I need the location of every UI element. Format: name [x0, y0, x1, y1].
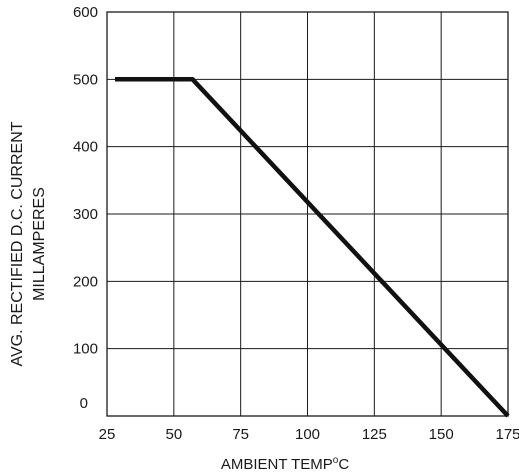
x-tick-label: 175 — [495, 426, 519, 443]
y-tick-label: 400 — [73, 139, 98, 156]
y-tick-label: 600 — [73, 4, 98, 21]
y-tick-label: 200 — [73, 273, 98, 290]
x-axis-title-unit: C — [338, 456, 349, 473]
y-axis-title: AVG. RECTIFIED D.C. CURRENT MILLAMPERES — [9, 121, 48, 366]
x-axis-title-main: AMBIENT TEMP — [221, 456, 333, 473]
x-tick-labels: 25 50 75 100 125 150 175 — [99, 426, 519, 443]
y-tick-label: 500 — [73, 71, 98, 88]
x-tick-label: 100 — [295, 426, 320, 443]
grid — [107, 12, 508, 416]
series-line — [115, 77, 510, 418]
x-tick-label: 50 — [165, 426, 182, 443]
y-axis-title-line2: MILLAMPERES — [31, 187, 48, 301]
y-axis-title-line1: AVG. RECTIFIED D.C. CURRENT — [9, 121, 26, 366]
plot-frame — [106, 11, 509, 417]
x-tick-label: 25 — [99, 426, 116, 443]
x-tick-label: 150 — [429, 426, 454, 443]
x-axis-title-degree: o — [333, 455, 339, 466]
y-tick-label: 300 — [73, 206, 98, 223]
y-tick-label: 0 — [80, 395, 88, 412]
x-tick-label: 75 — [232, 426, 249, 443]
y-tick-labels: 0 100 200 300 400 500 600 — [73, 4, 98, 412]
y-tick-label: 100 — [73, 341, 98, 358]
x-tick-label: 125 — [362, 426, 387, 443]
x-axis-title: AMBIENT TEMPoC — [221, 455, 350, 473]
